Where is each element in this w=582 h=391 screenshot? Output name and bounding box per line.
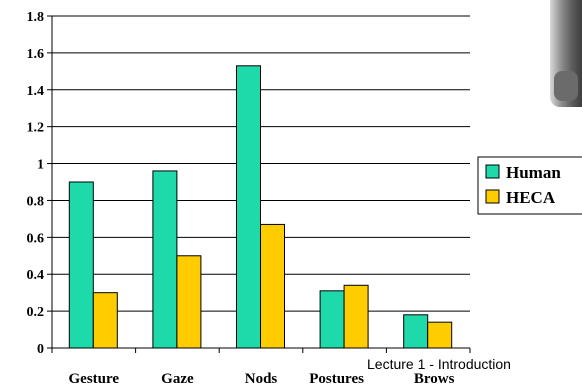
bar-heca-nods bbox=[260, 223, 285, 349]
legend-label-heca: HECA bbox=[506, 188, 556, 207]
person-photo-icon bbox=[550, 0, 582, 107]
y-tick-labels: 0 0.2 0.4 0.6 0.8 1 1.2 1.4 1.6 1.8 bbox=[27, 10, 45, 357]
legend-swatch-human bbox=[485, 164, 500, 179]
bar-heca-brows bbox=[427, 321, 453, 349]
category-labels: Gesture Gaze Nods Postures Brows bbox=[69, 371, 455, 387]
y-tick-label: 1.6 bbox=[27, 47, 45, 62]
legend-label-human: Human bbox=[506, 163, 561, 182]
y-tick-label: 1.4 bbox=[27, 84, 45, 99]
y-tick-label: 1.2 bbox=[27, 121, 45, 136]
y-tick-label: 0.6 bbox=[27, 231, 45, 246]
bar-heca-postures bbox=[343, 284, 369, 349]
y-tick-label: 0 bbox=[37, 342, 44, 357]
axes bbox=[47, 15, 471, 353]
bar-human-gaze bbox=[152, 170, 178, 349]
bar-heca-gaze bbox=[176, 255, 202, 349]
bar-human-gesture bbox=[68, 181, 94, 349]
bar-human-brows bbox=[403, 314, 429, 349]
y-tick-label: 1 bbox=[37, 158, 44, 173]
category-label: Gaze bbox=[161, 371, 194, 387]
legend-swatch-heca bbox=[485, 189, 500, 204]
bars bbox=[68, 65, 453, 349]
slide-footer: Lecture 1 - Introduction bbox=[367, 356, 511, 372]
y-tick-label: 0.8 bbox=[27, 194, 45, 209]
bar-heca-gesture bbox=[92, 292, 118, 349]
y-tick-label: 0.4 bbox=[27, 268, 45, 283]
bar-human-postures bbox=[319, 290, 345, 349]
y-tick-label: 0.2 bbox=[27, 305, 45, 320]
category-label: Brows bbox=[414, 371, 455, 387]
legend: Human HECA bbox=[477, 156, 582, 215]
category-label: Postures bbox=[309, 371, 364, 387]
y-tick-label: 1.8 bbox=[27, 10, 45, 25]
bar-human-nods bbox=[236, 65, 261, 349]
category-label: Gesture bbox=[69, 371, 120, 387]
category-label: Nods bbox=[245, 371, 278, 387]
